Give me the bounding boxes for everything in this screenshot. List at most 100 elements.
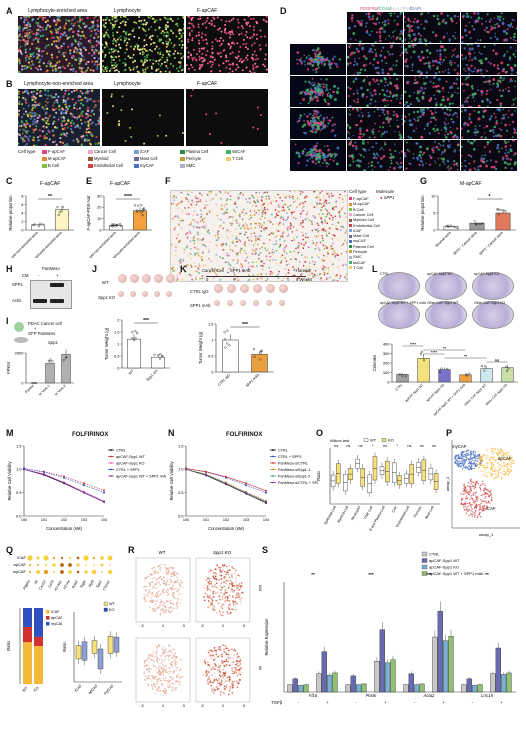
map-cell-dot bbox=[31, 106, 34, 110]
micrograph-signal bbox=[367, 15, 371, 19]
micrograph-signal bbox=[455, 78, 459, 81]
x-tick-label: Myeloid Cell bbox=[337, 505, 350, 523]
micrograph-signal bbox=[401, 33, 403, 36]
map-cell-dot bbox=[32, 144, 36, 146]
map-cell-dot bbox=[261, 213, 264, 215]
colony-dish bbox=[472, 301, 514, 329]
map-cell-dot bbox=[196, 221, 199, 224]
map-cell-dot bbox=[88, 27, 91, 30]
map-cell-dot bbox=[318, 213, 321, 216]
map-cell-dot bbox=[312, 242, 315, 245]
map-cell-dot bbox=[106, 45, 109, 48]
micrograph-signal bbox=[350, 51, 354, 55]
micrograph-signal bbox=[463, 89, 465, 92]
map-cell-dot bbox=[87, 124, 90, 127]
micrograph-signal bbox=[377, 154, 380, 157]
colony-dish bbox=[425, 272, 467, 300]
micrograph-signal bbox=[388, 67, 392, 71]
legend-label: apCAF-Spp1 WT bbox=[116, 455, 146, 459]
spp1-dot bbox=[331, 207, 334, 210]
micrograph-signal bbox=[509, 144, 512, 147]
micrograph-signal bbox=[511, 18, 514, 21]
map-cell-dot bbox=[194, 220, 197, 223]
map-cell-dot bbox=[329, 213, 331, 216]
legend-swatch bbox=[42, 156, 47, 161]
map-cell-dot bbox=[28, 57, 31, 60]
micrograph-signal bbox=[509, 148, 512, 151]
tumor-image bbox=[166, 291, 172, 297]
data-point bbox=[502, 209, 505, 212]
map-cell-dot bbox=[228, 36, 231, 39]
micrograph-signal bbox=[486, 105, 489, 107]
micrograph-signal bbox=[400, 97, 403, 100]
map-cell-dot bbox=[293, 239, 296, 242]
micrograph-signal bbox=[401, 149, 403, 153]
map-cell-dot bbox=[145, 34, 148, 37]
map-cell-dot bbox=[68, 36, 71, 39]
micrograph-signal bbox=[410, 29, 414, 33]
map-cell-dot bbox=[63, 133, 66, 136]
map-cell-dot bbox=[34, 21, 38, 24]
map-cell-dot bbox=[37, 40, 40, 44]
legend-swatch bbox=[42, 163, 47, 168]
map-cell-dot bbox=[32, 38, 35, 41]
micrograph-signal bbox=[383, 130, 386, 133]
map-cell-dot bbox=[142, 52, 145, 55]
x-tick-label: apCAF-Spp1 WT bbox=[404, 383, 424, 403]
map-cell-dot bbox=[299, 191, 302, 193]
micrograph-signal bbox=[392, 114, 395, 117]
micrograph-signal bbox=[507, 86, 510, 89]
micrograph-signal bbox=[448, 113, 451, 116]
data-point bbox=[157, 353, 160, 357]
micrograph-signal bbox=[357, 164, 361, 168]
map-cell-dot bbox=[344, 276, 346, 278]
panel-b-title-3: F-apCAF bbox=[197, 81, 218, 87]
map-cell-dot bbox=[112, 25, 115, 28]
micrograph-signal bbox=[493, 26, 497, 29]
map-cell-dot bbox=[108, 48, 111, 51]
map-cell-dot bbox=[22, 128, 25, 131]
map-cell-dot bbox=[73, 39, 77, 42]
micrograph-signal bbox=[303, 113, 306, 116]
micrograph-signal bbox=[441, 20, 445, 23]
spp1-dot bbox=[332, 216, 334, 219]
map-cell-dot bbox=[236, 276, 239, 279]
micrograph-signal bbox=[478, 51, 481, 54]
map-cell-dot bbox=[75, 89, 78, 92]
map-cell-dot bbox=[239, 193, 242, 195]
micrograph-signal bbox=[482, 114, 484, 117]
map-cell-dot bbox=[141, 68, 144, 71]
micrograph-signal bbox=[329, 155, 333, 158]
micrograph-signal bbox=[513, 20, 515, 22]
map-cell-dot bbox=[243, 259, 246, 262]
map-cell-dot bbox=[41, 130, 44, 133]
map-cell-dot bbox=[266, 208, 269, 211]
map-cell-dot bbox=[201, 218, 204, 221]
map-cell-dot bbox=[203, 226, 206, 229]
map-cell-dot bbox=[127, 55, 130, 58]
micrograph-signal bbox=[463, 68, 466, 70]
map-cell-dot bbox=[174, 226, 177, 229]
micrograph-signal bbox=[454, 61, 456, 64]
spp1-dot bbox=[320, 221, 323, 224]
map-cell-dot bbox=[196, 53, 199, 56]
panel-label-f: F bbox=[165, 176, 171, 186]
micrograph-signal bbox=[352, 134, 355, 137]
micrograph-signal bbox=[317, 124, 320, 127]
map-cell-dot bbox=[53, 19, 56, 22]
map-cell-dot bbox=[125, 33, 128, 36]
map-cell-dot bbox=[125, 44, 128, 47]
panel-f-legend-title: Cell type bbox=[349, 189, 367, 194]
micrograph-signal bbox=[481, 23, 484, 26]
micrograph-signal bbox=[472, 28, 476, 31]
map-cell-dot bbox=[316, 196, 318, 199]
map-cell-dot bbox=[256, 238, 259, 241]
panel-h-cm: CM bbox=[22, 273, 29, 278]
spp1-dot bbox=[319, 199, 322, 201]
micrograph-signal bbox=[370, 164, 374, 167]
map-cell-dot bbox=[215, 193, 217, 196]
map-cell-dot bbox=[190, 253, 192, 255]
map-cell-dot bbox=[287, 279, 290, 281]
y-tick-label: 1.5 bbox=[16, 443, 22, 448]
